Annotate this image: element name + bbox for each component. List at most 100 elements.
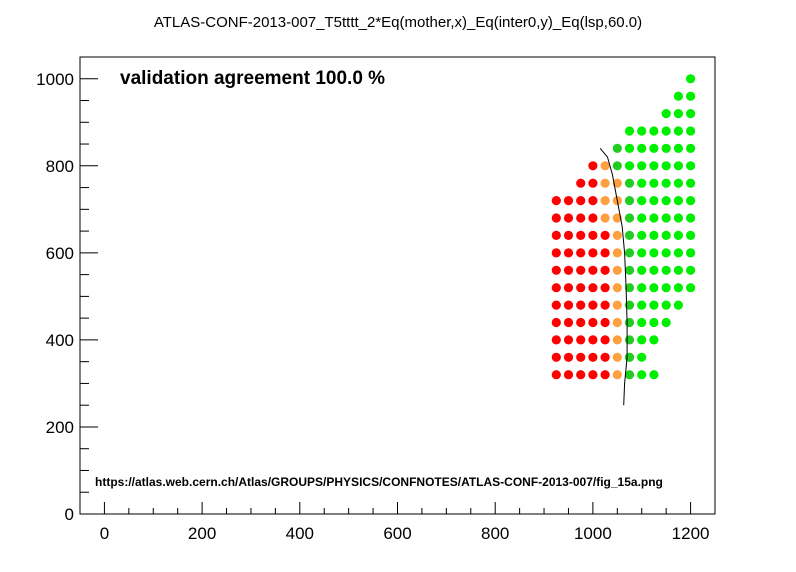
allowed-point (637, 248, 647, 258)
excluded-point (576, 370, 586, 380)
allowed-point (637, 317, 647, 328)
excluded-boundary-point (612, 300, 622, 310)
excluded-point (600, 300, 610, 310)
allowed-point (661, 126, 671, 136)
allowed-point (637, 370, 647, 380)
axes: 0 200 400 600 800 1000 1200 0 200 400 600 800 1000 (36, 56, 716, 543)
allowed-point (649, 161, 659, 171)
allowed-point (686, 230, 696, 240)
excluded-point (576, 265, 586, 275)
allowed-point (686, 109, 696, 119)
excluded-point (551, 300, 561, 310)
excluded-point (588, 161, 598, 171)
excluded-boundary-point (600, 161, 610, 171)
excluded-boundary-point (612, 370, 622, 380)
allowed-point (673, 109, 684, 119)
allowed-point (637, 283, 647, 293)
allowed-point (637, 300, 647, 310)
excluded-point (576, 283, 586, 293)
excluded-point (563, 317, 574, 328)
allowed-point (673, 91, 684, 101)
allowed-point (673, 143, 684, 153)
excluded-point (588, 178, 598, 188)
contour-line (599, 148, 628, 406)
y-tick-label: 1000 (36, 70, 74, 89)
excluded-point (588, 300, 598, 310)
allowed-point (686, 74, 696, 84)
excluded-point (576, 317, 586, 328)
x-tick-label: 400 (286, 524, 314, 543)
excluded-point (563, 248, 574, 258)
x-tick-label: 800 (481, 524, 509, 543)
allowed-boundary-point (624, 196, 635, 206)
allowed-boundary-point (624, 178, 635, 188)
allowed-point (686, 213, 696, 223)
excluded-boundary-point (612, 317, 622, 328)
allowed-point (637, 230, 647, 240)
allowed-point (673, 161, 684, 171)
excluded-point (551, 317, 561, 328)
excluded-point (576, 300, 586, 310)
excluded-point (588, 248, 598, 258)
excluded-boundary-point (612, 248, 622, 258)
allowed-boundary-point (624, 230, 635, 240)
allowed-point (661, 283, 671, 293)
allowed-point (637, 178, 647, 188)
excluded-point (600, 248, 610, 258)
excluded-point (588, 213, 598, 223)
allowed-point (673, 126, 684, 136)
allowed-point (661, 109, 671, 119)
y-tick-label: 400 (46, 331, 74, 350)
excluded-point (588, 352, 598, 362)
y-tick-label: 800 (46, 157, 74, 176)
excluded-point (600, 283, 610, 293)
chart-title: ATLAS-CONF-2013-007_T5tttt_2*Eq(mother,x… (154, 14, 642, 31)
excluded-boundary-point (612, 352, 622, 362)
x-tick-label: 1200 (672, 524, 710, 543)
exclusion-contour (599, 148, 628, 406)
excluded-boundary-point (612, 265, 622, 275)
excluded-point (563, 300, 574, 310)
allowed-point (686, 91, 696, 101)
allowed-point (649, 370, 659, 380)
excluded-point (551, 196, 561, 206)
allowed-point (649, 213, 659, 223)
allowed-point (686, 178, 696, 188)
excluded-point (563, 213, 574, 223)
allowed-point (637, 213, 647, 223)
x-tick-label: 600 (383, 524, 411, 543)
allowed-point (649, 230, 659, 240)
y-tick-label: 200 (46, 418, 74, 437)
allowed-point (624, 126, 635, 136)
excluded-boundary-point (612, 335, 622, 345)
excluded-point (551, 283, 561, 293)
allowed-point (661, 265, 671, 275)
allowed-point (649, 126, 659, 136)
excluded-boundary-point (612, 230, 622, 240)
excluded-point (576, 196, 586, 206)
allowed-point (649, 317, 659, 328)
allowed-boundary-point (624, 370, 635, 380)
excluded-point (600, 230, 610, 240)
allowed-point (649, 196, 659, 206)
excluded-point (576, 230, 586, 240)
allowed-point (649, 248, 659, 258)
excluded-boundary-point (600, 178, 610, 188)
x-tick-label: 1000 (574, 524, 612, 543)
allowed-point (673, 283, 684, 293)
excluded-point (576, 178, 586, 188)
allowed-point (649, 265, 659, 275)
allowed-point (686, 283, 696, 293)
excluded-point (563, 265, 574, 275)
allowed-point (686, 161, 696, 171)
allowed-point (649, 335, 659, 345)
source-url: https://atlas.web.cern.ch/Atlas/GROUPS/P… (95, 475, 663, 489)
allowed-boundary-point (624, 213, 635, 223)
allowed-point (661, 196, 671, 206)
allowed-point (637, 265, 647, 275)
allowed-point (649, 283, 659, 293)
allowed-boundary-point (624, 352, 635, 362)
allowed-point (637, 335, 647, 345)
allowed-point (686, 248, 696, 258)
